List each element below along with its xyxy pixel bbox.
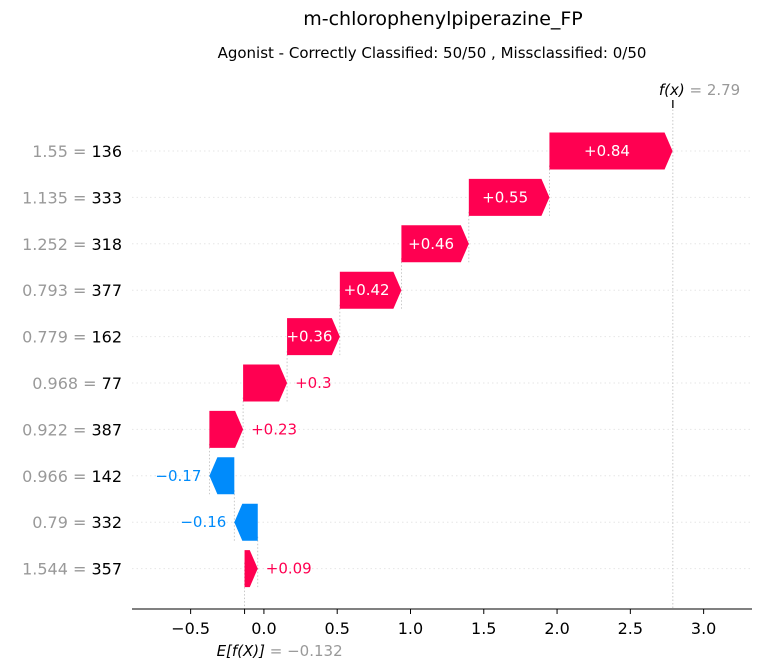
bar-77 <box>243 364 288 402</box>
bar-387 <box>209 410 244 448</box>
output-value-annotation: f(x) = 2.79 <box>659 81 740 99</box>
feature-label: 1.544 = 357 <box>22 560 122 579</box>
x-axis: −0.5 0.0 0.5 1.0 1.5 2.0 2.5 3.0 <box>132 608 752 638</box>
bar-332 <box>234 503 258 541</box>
feature-value: 1.252 = <box>22 235 91 254</box>
gridlines <box>132 150 752 570</box>
bar-333 <box>468 178 550 216</box>
base-value: = −0.132 <box>270 642 343 660</box>
x-tick-label: 2.0 <box>544 619 569 638</box>
feature-value: 0.968 = <box>32 374 101 393</box>
feature-name: 377 <box>91 281 122 300</box>
feature-label: 0.79 = 332 <box>32 513 122 532</box>
bar-377 <box>339 271 402 309</box>
bar-value-label: +0.42 <box>344 281 390 299</box>
feature-value: 1.55 = <box>32 142 91 161</box>
feature-name: 136 <box>91 142 122 161</box>
x-tick-label: 0.0 <box>251 619 276 638</box>
feature-name: 318 <box>91 235 122 254</box>
feature-value: 1.135 = <box>22 188 91 207</box>
bar-value-label: +0.46 <box>408 235 454 253</box>
bar-value-label: +0.23 <box>251 420 297 438</box>
feature-name: 142 <box>91 467 122 486</box>
bars: +0.84 +0.55 +0.46 +0.42 +0.36 +0.3 +0.23 −0.17 −… <box>155 132 673 588</box>
x-tick-label: 0.5 <box>324 619 349 638</box>
guide-lines <box>208 100 674 609</box>
feature-value: 0.793 = <box>22 281 91 300</box>
feature-label: 1.252 = 318 <box>22 235 122 254</box>
feature-label: 1.55 = 136 <box>32 142 122 161</box>
bar-162 <box>287 318 340 356</box>
bar-value-label: −0.16 <box>180 513 226 531</box>
bar-value-label: +0.55 <box>482 188 528 206</box>
x-tick-label: 2.5 <box>618 619 643 638</box>
feature-label: 0.966 = 142 <box>22 467 122 486</box>
feature-label: 1.135 = 333 <box>22 188 122 207</box>
bar-value-label: +0.84 <box>584 142 630 160</box>
feature-label: 0.779 = 162 <box>22 328 122 347</box>
bar-value-label: +0.3 <box>295 374 331 392</box>
feature-value: 1.544 = <box>22 560 91 579</box>
feature-name: 332 <box>91 513 122 532</box>
bar-value-label: +0.09 <box>266 560 312 578</box>
base-label: E[f(X)] <box>217 642 270 660</box>
feature-label: 0.968 = 77 <box>32 374 122 393</box>
x-tick-label: 1.0 <box>398 619 423 638</box>
annotations: f(x) = 2.79 E[f(X)] = −0.132 <box>217 81 741 660</box>
feature-label: 0.793 = 377 <box>22 281 122 300</box>
feature-name: 357 <box>91 560 122 579</box>
base-value-annotation: E[f(X)] = −0.132 <box>217 642 343 660</box>
feature-name: 77 <box>102 374 122 393</box>
feature-value: 0.779 = <box>22 328 91 347</box>
output-value: = 2.79 <box>689 81 740 99</box>
feature-name: 162 <box>91 328 122 347</box>
bar-value-label: +0.36 <box>286 328 332 346</box>
bar-142 <box>209 457 235 495</box>
bar-value-label: −0.17 <box>155 467 201 485</box>
feature-value: 0.966 = <box>22 467 91 486</box>
x-tick-label: −0.5 <box>171 619 210 638</box>
feature-value: 0.922 = <box>22 420 91 439</box>
bar-318 <box>401 225 469 263</box>
feature-name: 333 <box>91 188 122 207</box>
bar-357 <box>244 550 258 588</box>
feature-value: 0.79 = <box>32 513 91 532</box>
x-tick-label: 1.5 <box>471 619 496 638</box>
x-tick-label: 3.0 <box>691 619 716 638</box>
bar-136 <box>549 132 673 170</box>
feature-label: 0.922 = 387 <box>22 420 122 439</box>
y-axis-labels: 1.55 = 136 1.135 = 333 1.252 = 318 0.793 = … <box>22 142 122 579</box>
feature-name: 387 <box>91 420 122 439</box>
chart-subtitle: Agonist - Correctly Classified: 50/50 , … <box>218 44 647 62</box>
chart-title: m-chlorophenylpiperazine_FP <box>303 8 583 30</box>
output-label: f(x) <box>659 81 690 99</box>
